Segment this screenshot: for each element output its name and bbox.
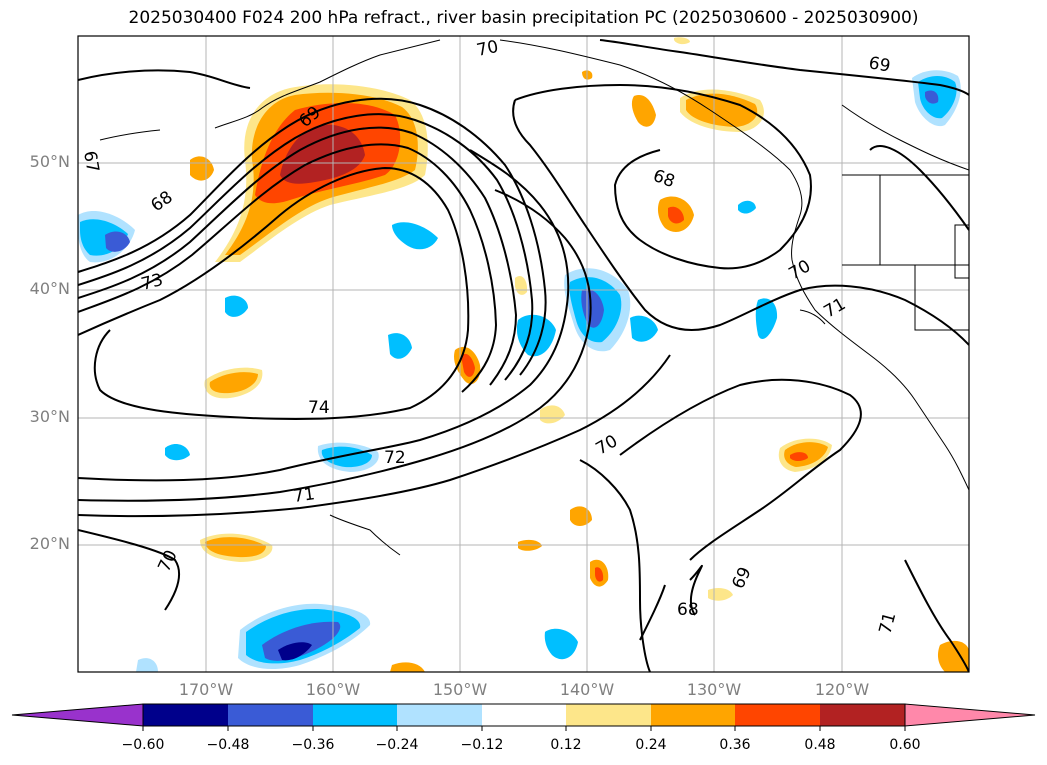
lat-label: 30°N	[29, 407, 70, 426]
colorbar-tick-label: −0.60	[121, 737, 165, 753]
lon-label: 130°W	[686, 680, 742, 699]
colorbar-extend-low	[11, 703, 144, 727]
colorbar-bin	[397, 704, 482, 726]
coastlines	[99, 39, 969, 556]
colorbar-bin	[313, 704, 397, 726]
lon-label: 140°W	[559, 680, 615, 699]
contour-label: 68	[677, 600, 699, 620]
colorbar-tick-label: 0.60	[889, 737, 921, 753]
contour-label: 74	[308, 398, 330, 418]
colorbar-bin	[482, 704, 566, 726]
lat-label: 20°N	[29, 534, 70, 553]
colorbar-bin	[143, 704, 228, 726]
lat-label: 40°N	[29, 279, 70, 298]
contour-label: 67	[79, 149, 102, 174]
colorbar-tick-label: 0.24	[635, 737, 667, 753]
lon-label: 150°W	[432, 680, 488, 699]
colorbar-bin	[735, 704, 820, 726]
contour-label: 72	[384, 448, 406, 468]
map-area	[78, 36, 969, 672]
colorbar-bin	[228, 704, 313, 726]
colorbar-bin	[651, 704, 735, 726]
lon-label: 120°W	[814, 680, 870, 699]
colorbar-tick-label: 0.12	[550, 737, 582, 753]
contour-label: 70	[475, 37, 500, 61]
map-frame	[77, 35, 970, 673]
colorbar-tick-label: 0.36	[719, 737, 751, 753]
colorbar-tick-label: 0.48	[804, 737, 836, 753]
refractivity-contours	[78, 39, 969, 672]
colorbar-tick-label: −0.24	[375, 737, 419, 753]
map-title: 2025030400 F024 200 hPa refract., river …	[128, 8, 919, 28]
colorbar-tick-label: −0.12	[460, 737, 504, 753]
colorbar-tick-label: −0.48	[206, 737, 250, 753]
contour-label: 71	[292, 484, 316, 507]
lon-label: 160°W	[305, 680, 361, 699]
colorbar-bin	[566, 704, 651, 726]
colorbar-extend-high	[904, 703, 1036, 727]
lat-label: 50°N	[29, 152, 70, 171]
colorbar	[11, 703, 1036, 731]
colorbar-tick-label: −0.36	[291, 737, 335, 753]
colorbar-bin	[820, 704, 905, 726]
svg-text:69: 69	[867, 53, 892, 76]
lon-label: 170°W	[178, 680, 234, 699]
gridlines	[78, 36, 969, 672]
